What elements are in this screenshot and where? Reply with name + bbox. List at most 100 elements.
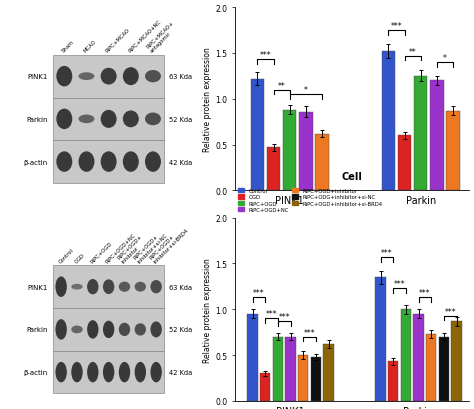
Text: ***: *** <box>278 312 290 321</box>
Text: OGD: OGD <box>73 252 85 264</box>
Ellipse shape <box>100 110 117 128</box>
Ellipse shape <box>103 280 114 294</box>
Ellipse shape <box>145 113 161 126</box>
Ellipse shape <box>87 320 99 339</box>
Text: *: * <box>443 54 447 63</box>
Ellipse shape <box>79 73 94 81</box>
Ellipse shape <box>119 282 130 292</box>
Text: ***: *** <box>391 22 402 31</box>
Ellipse shape <box>150 321 162 337</box>
Ellipse shape <box>55 319 67 340</box>
Ellipse shape <box>71 284 82 290</box>
Text: RiPC+OGD+NC: RiPC+OGD+NC <box>105 232 137 264</box>
Ellipse shape <box>79 152 94 173</box>
Ellipse shape <box>145 71 161 83</box>
Text: ***: *** <box>381 249 393 257</box>
Text: 52 Kda: 52 Kda <box>169 117 192 123</box>
Text: *: * <box>304 86 308 95</box>
Text: RiPC+MCAO+
antagomir: RiPC+MCAO+ antagomir <box>146 20 179 54</box>
Text: ***: *** <box>260 51 271 60</box>
Bar <box>451 321 462 401</box>
Text: ***: *** <box>419 289 431 298</box>
Bar <box>398 136 411 191</box>
Ellipse shape <box>135 324 146 336</box>
Ellipse shape <box>150 362 162 382</box>
Bar <box>53 308 164 351</box>
Ellipse shape <box>123 152 139 173</box>
Bar <box>247 314 258 401</box>
Bar <box>401 310 411 401</box>
Text: RiPC+MCAO: RiPC+MCAO <box>105 28 131 54</box>
Bar <box>382 52 395 191</box>
Ellipse shape <box>56 152 73 173</box>
Text: ***: *** <box>266 310 277 319</box>
Text: β-actin: β-actin <box>24 159 48 165</box>
Bar <box>53 351 164 393</box>
Text: RiPC+OGD+
inhibitor+si-BRD4: RiPC+OGD+ inhibitor+si-BRD4 <box>148 223 190 264</box>
Ellipse shape <box>103 362 114 382</box>
Bar <box>53 98 164 141</box>
Ellipse shape <box>71 362 82 382</box>
Text: ***: *** <box>253 289 264 298</box>
Bar <box>430 81 444 191</box>
Text: RiPC+MCAO+NC: RiPC+MCAO+NC <box>128 19 162 54</box>
Ellipse shape <box>55 277 67 297</box>
Text: 63 Kda: 63 Kda <box>169 284 192 290</box>
Bar <box>273 337 283 401</box>
Bar <box>426 334 437 401</box>
Ellipse shape <box>100 152 117 173</box>
Legend: Control, OGD, RiPC+OGD, RiPC+OGD+NC, RiPC+OGD+inhibitor, RiPC+ODG+inhibitor+si-N: Control, OGD, RiPC+OGD, RiPC+OGD+NC, RiP… <box>237 188 383 213</box>
Bar <box>285 337 296 401</box>
Bar <box>251 79 264 191</box>
Bar <box>413 314 424 401</box>
Bar <box>260 373 270 401</box>
Ellipse shape <box>119 362 130 382</box>
Bar <box>53 141 164 184</box>
Text: RiPC+OGD+
inhibitor+si-NC: RiPC+OGD+ inhibitor+si-NC <box>133 228 169 264</box>
Text: **: ** <box>409 47 417 56</box>
Text: ***: *** <box>304 328 315 337</box>
Text: Parkin: Parkin <box>27 117 48 123</box>
Bar <box>323 344 334 401</box>
Bar <box>53 266 164 308</box>
Bar <box>439 337 449 401</box>
Text: RiPC+OGD: RiPC+OGD <box>89 240 113 264</box>
Ellipse shape <box>87 279 99 294</box>
Text: Control: Control <box>58 247 74 264</box>
Text: Sham: Sham <box>61 40 75 54</box>
Text: 63 Kda: 63 Kda <box>169 74 192 80</box>
Text: 42 Kda: 42 Kda <box>169 159 192 165</box>
Bar <box>388 362 399 401</box>
Bar <box>447 111 460 191</box>
Text: MCAO: MCAO <box>83 39 98 54</box>
Title: Cell: Cell <box>342 171 363 182</box>
Bar <box>53 56 164 98</box>
Ellipse shape <box>56 109 73 130</box>
Text: ***: *** <box>394 279 405 288</box>
Bar <box>283 110 296 191</box>
Text: PINK1: PINK1 <box>27 74 48 80</box>
Ellipse shape <box>55 362 67 382</box>
Ellipse shape <box>135 362 146 382</box>
Ellipse shape <box>123 111 139 128</box>
Ellipse shape <box>71 326 82 333</box>
Ellipse shape <box>150 280 162 294</box>
Ellipse shape <box>56 67 73 87</box>
Bar <box>299 112 312 191</box>
Bar <box>375 278 386 401</box>
Text: ***: *** <box>445 307 456 316</box>
Y-axis label: Relative protein expression: Relative protein expression <box>203 47 212 152</box>
Text: **: ** <box>278 81 285 90</box>
Ellipse shape <box>119 323 130 336</box>
Bar <box>298 355 309 401</box>
Ellipse shape <box>79 115 94 124</box>
Text: PINK1: PINK1 <box>27 284 48 290</box>
Text: 42 Kda: 42 Kda <box>169 369 192 375</box>
Y-axis label: Relative protein expression: Relative protein expression <box>203 257 212 362</box>
Text: β-actin: β-actin <box>24 369 48 375</box>
Bar <box>310 357 321 401</box>
Ellipse shape <box>87 362 99 382</box>
Text: 52 Kda: 52 Kda <box>169 327 192 333</box>
Bar <box>315 134 328 191</box>
Text: Parkin: Parkin <box>27 327 48 333</box>
